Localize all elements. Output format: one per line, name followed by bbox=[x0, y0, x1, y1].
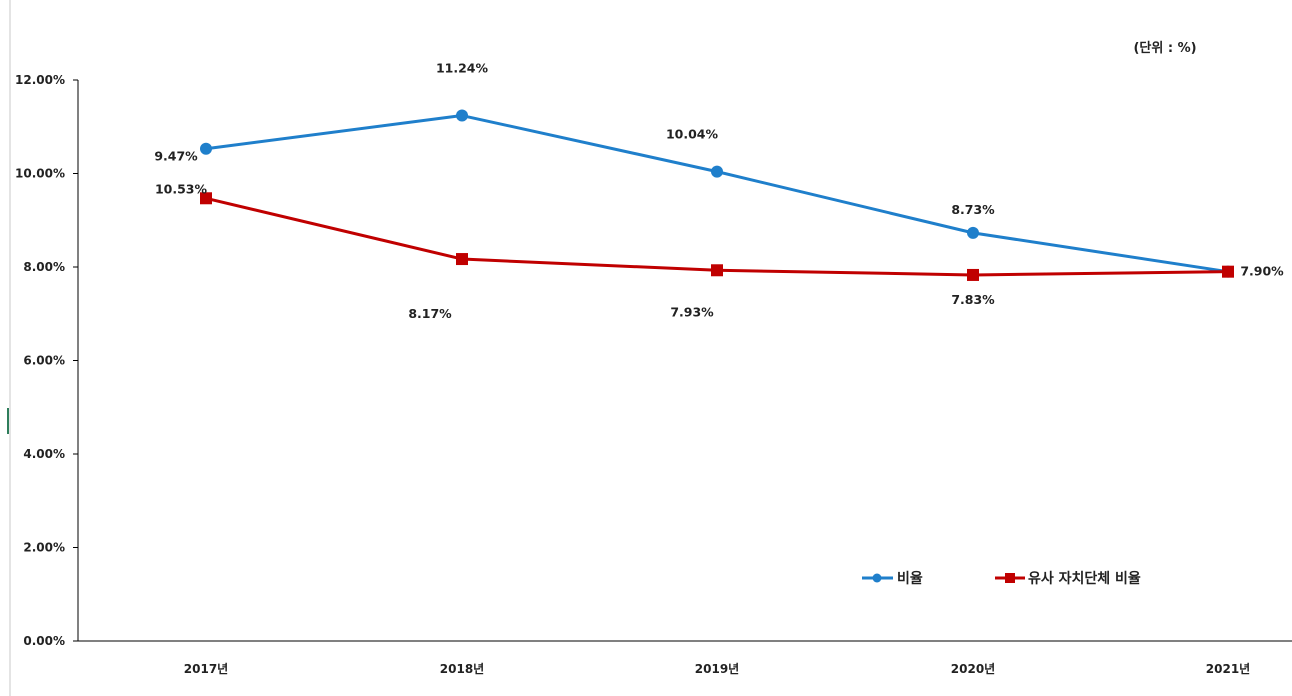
series-2-point bbox=[456, 253, 468, 266]
series-2-data-label: 8.17% bbox=[408, 306, 452, 321]
series-2-data-label: 7.90% bbox=[1240, 264, 1284, 279]
series-1-data-label: 10.04% bbox=[666, 127, 719, 142]
x-tick-label: 2021년 bbox=[1206, 662, 1250, 676]
series-2-point bbox=[967, 268, 979, 281]
y-tick-label: 10.00% bbox=[15, 167, 65, 181]
series-1-point bbox=[456, 109, 468, 122]
unit-label: (단위 : %) bbox=[1133, 40, 1196, 56]
x-tick-label: 2020년 bbox=[951, 662, 995, 676]
series-1-data-label: 9.47% bbox=[154, 149, 198, 164]
series-2-data-label: 10.53% bbox=[155, 181, 208, 196]
series-1-point bbox=[967, 226, 979, 239]
legend-label-2: 유사 자치단체 비율 bbox=[1028, 570, 1141, 587]
y-tick-label: 6.00% bbox=[23, 354, 65, 368]
series-1-point bbox=[711, 165, 723, 178]
legend-label-1: 비율 bbox=[897, 570, 923, 587]
y-tick-label: 12.00% bbox=[15, 73, 65, 87]
series-1-data-label: 8.73% bbox=[951, 202, 995, 217]
series-line-2 bbox=[205, 196, 1229, 277]
x-tick-label: 2019년 bbox=[695, 662, 739, 676]
y-tick-label: 8.00% bbox=[23, 260, 65, 274]
legend: 비율 유사 자치단체 비율 bbox=[862, 570, 1141, 587]
y-tick-label: 0.00% bbox=[23, 634, 65, 648]
y-ticks: 0.00% 2.00% 4.00% 6.00% 8.00% 10.00% 12.00% bbox=[15, 73, 78, 648]
x-tick-label: 2017년 bbox=[184, 662, 228, 676]
legend-swatch-marker-2 bbox=[1005, 573, 1015, 583]
series-2-data-label: 7.83% bbox=[951, 292, 995, 307]
legend-item-series-1: 비율 bbox=[862, 570, 923, 587]
series bbox=[200, 109, 1234, 281]
y-tick-label: 2.00% bbox=[23, 541, 65, 555]
x-ticks: 2017년 2018년 2019년 2020년 2021년 bbox=[184, 662, 1250, 676]
series-1-data-label: 11.24% bbox=[436, 61, 489, 76]
series-2-data-label: 7.93% bbox=[670, 304, 714, 319]
series-2-point bbox=[1222, 265, 1234, 278]
y-tick-label: 4.00% bbox=[23, 447, 65, 461]
series-2-point bbox=[711, 264, 723, 277]
x-tick-label: 2018년 bbox=[440, 662, 484, 676]
series-1-point bbox=[200, 142, 212, 155]
legend-swatch-marker-1 bbox=[872, 573, 882, 583]
data-labels: 9.47% 11.24% 10.04% 8.73% 10.53% 8.17% 7.93% 7.… bbox=[154, 61, 1284, 322]
series-2-point bbox=[200, 192, 212, 205]
legend-item-series-2: 유사 자치단체 비율 bbox=[995, 570, 1141, 587]
